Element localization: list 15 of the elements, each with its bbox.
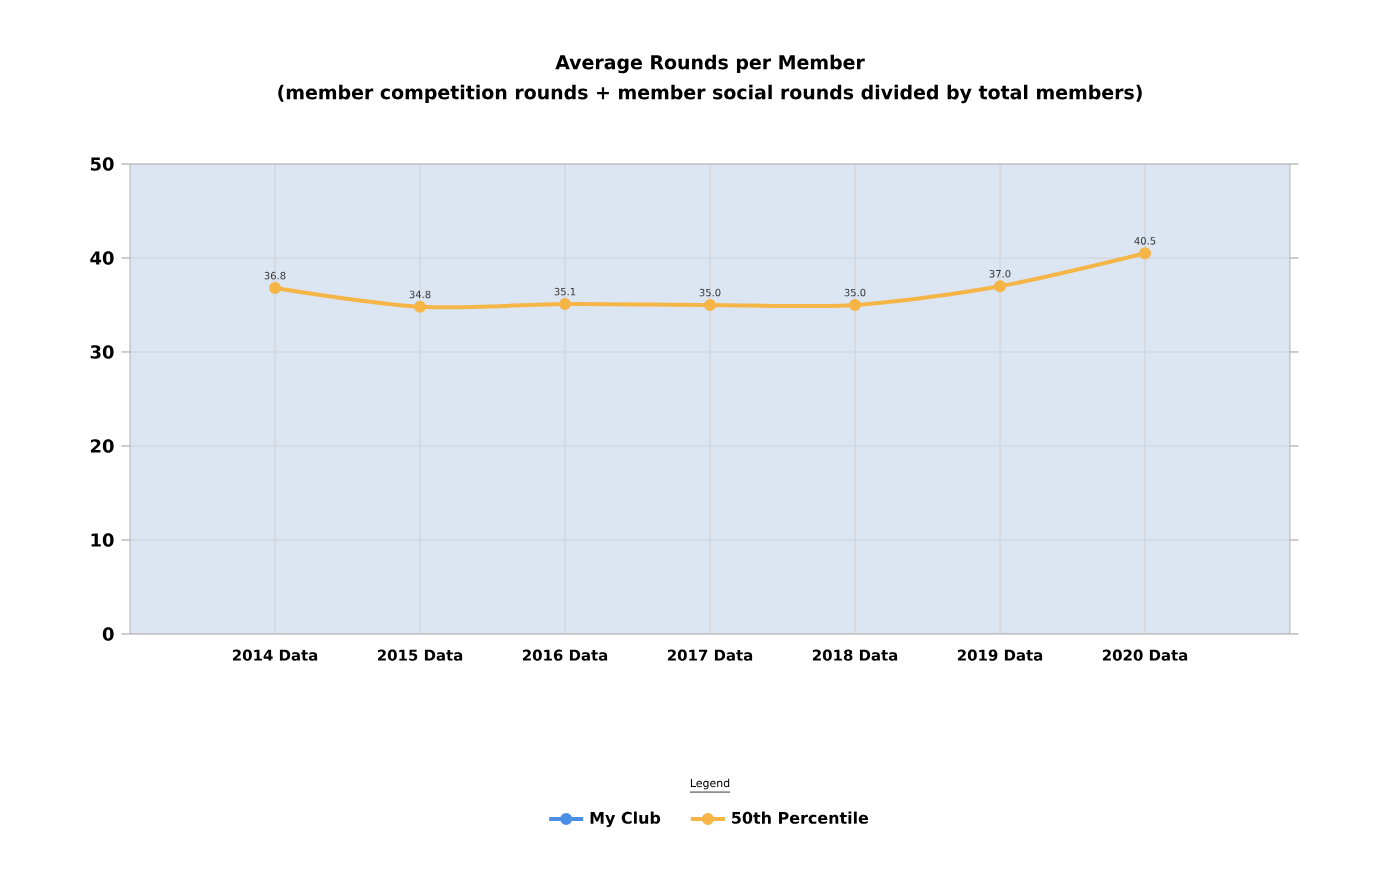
chart-subtitle: (member competition rounds + member social rounds divided by total members) [278,84,1142,104]
point [704,298,717,311]
point [849,298,862,311]
point [994,280,1007,293]
point [1139,247,1151,260]
y-tick-label: 0 [102,627,114,641]
chart-title: Average Rounds per Member [555,54,865,74]
point [559,298,572,311]
y-tick-label: 20 [90,439,114,453]
point [269,282,282,295]
y-tick-label: 10 [91,533,114,547]
y-tick-label: 40 [90,251,114,265]
y-tick-label: 30 [90,345,114,359]
point [414,300,427,313]
y-tick-label: 50 [90,157,114,171]
